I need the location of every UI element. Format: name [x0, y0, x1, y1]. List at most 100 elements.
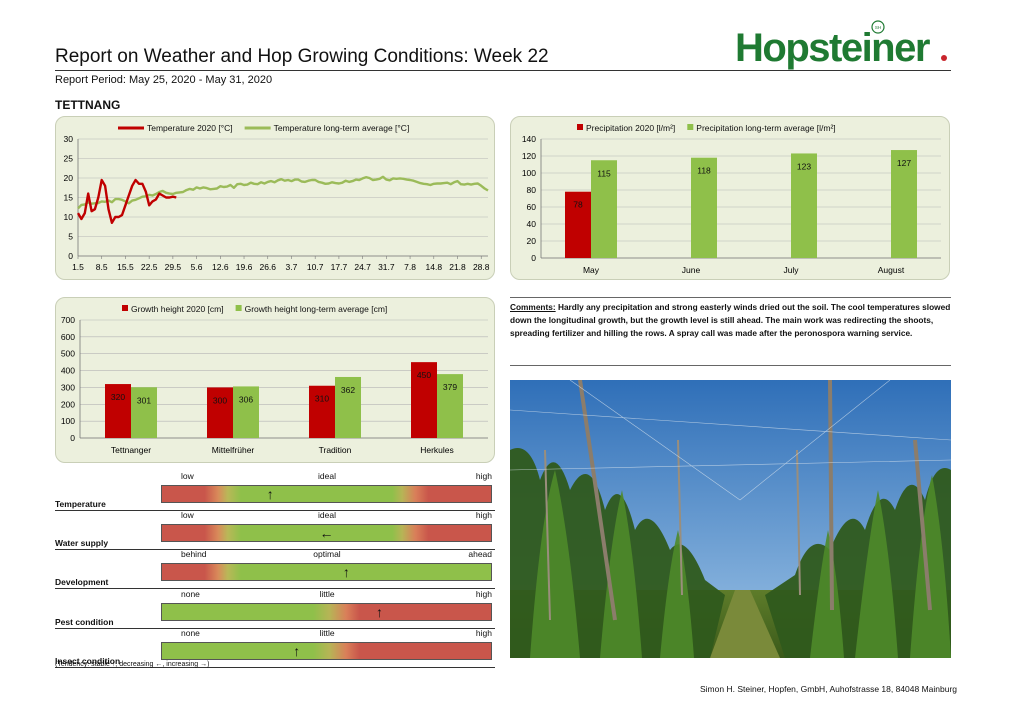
comments-box: Comments: Hardly any precipitation and s…	[510, 297, 951, 340]
report-period: Report Period: May 25, 2020 - May 31, 20…	[55, 74, 273, 86]
condition-scale-bar	[161, 603, 492, 621]
x-tick-label: 10.7	[307, 262, 324, 272]
bar	[105, 384, 131, 438]
x-tick-label: 1.5	[72, 262, 84, 272]
x-tick-label: 14.8	[426, 262, 443, 272]
data-label: 118	[697, 166, 711, 176]
y-tick-label: 0	[531, 253, 536, 263]
category-label: Mittelfrüher	[212, 445, 255, 455]
tendency-arrow-icon: ↑	[342, 564, 350, 580]
category-label: Tettnanger	[111, 445, 151, 455]
hop-field-photo-icon	[510, 380, 951, 658]
y-tick-label: 140	[522, 134, 536, 144]
condition-underline	[55, 549, 495, 550]
bar	[207, 387, 233, 438]
data-label: 310	[315, 394, 329, 404]
y-tick-label: 15	[64, 193, 74, 203]
temperature-chart-panel: 0 5 10 15 20 25 30 1.5 8.5 15.5 22.5 29.5 5.6 12.6 19.…	[55, 116, 495, 280]
condition-underline	[55, 588, 495, 589]
data-label: 450	[417, 370, 431, 380]
x-tick-label: 22.5	[141, 262, 158, 272]
svg-text:SH: SH	[875, 25, 881, 30]
data-label: 362	[341, 385, 355, 395]
condition-label: Pest condition	[55, 617, 114, 627]
data-label: 300	[213, 395, 227, 405]
bar	[335, 376, 361, 438]
category-label: August	[878, 265, 905, 275]
bar	[309, 385, 335, 438]
temperature-chart: 0 5 10 15 20 25 30 1.5 8.5 15.5 22.5 29.5 5.6 12.6 19.…	[64, 123, 490, 272]
legend-label: Growth height long-term average [cm]	[245, 304, 388, 314]
logo-red-dot	[941, 55, 947, 61]
x-tick-label: 26.6	[259, 262, 276, 272]
tendency-arrow-icon: ↑	[293, 643, 301, 659]
x-tick-label: 3.7	[286, 262, 298, 272]
scale-label: high	[475, 589, 492, 599]
region-title: TETTNANG	[55, 98, 121, 112]
logo-badge-icon: SH	[871, 20, 885, 34]
tendency-arrow-icon: ↑	[266, 486, 274, 502]
legend-swatch	[122, 305, 128, 311]
growth-height-chart: 0 100 200 300 400 500 600 700 Tettnanger 320 301 Mi…	[61, 304, 488, 455]
data-label: 78	[573, 200, 583, 210]
scale-label: low	[181, 510, 194, 520]
legend-swatch	[577, 124, 583, 130]
x-tick-label: 8.5	[96, 262, 108, 272]
condition-scale-bar	[161, 524, 492, 542]
y-tick-label: 100	[61, 416, 75, 426]
condition-label: Temperature	[55, 499, 106, 509]
category-label: June	[682, 265, 701, 275]
x-tick-label: 15.5	[117, 262, 134, 272]
comments-divider	[510, 365, 951, 366]
legend-label: Temperature long-term average [°C]	[274, 123, 410, 133]
comments-text: Hardly any precipitation and strong east…	[510, 302, 951, 338]
scale-label: high	[475, 628, 492, 638]
scale-label: little	[319, 589, 335, 599]
category-label: July	[783, 265, 799, 275]
precipitation-chart: 0 20 40 60 80 100 120 140 May 78 115 June 118 July 123…	[522, 123, 941, 275]
data-label: 123	[797, 161, 811, 171]
condition-row: Water supply low ideal high ←	[55, 510, 495, 550]
x-tick-label: 7.8	[404, 262, 416, 272]
x-tick-label: 28.8	[473, 262, 490, 272]
condition-scale-bar	[161, 485, 492, 503]
scale-label: high	[475, 471, 492, 481]
legend-label: Growth height 2020 [cm]	[131, 304, 224, 314]
data-label: 320	[111, 392, 125, 402]
tendency-arrow-icon: ←	[319, 525, 334, 541]
condition-scale-bar	[161, 563, 492, 581]
page-title: Report on Weather and Hop Growing Condit…	[55, 46, 549, 67]
data-label: 115	[597, 168, 611, 178]
y-tick-label: 40	[527, 219, 537, 229]
precipitation-chart-panel: 0 20 40 60 80 100 120 140 May 78 115 June 118 July 123…	[510, 116, 950, 280]
legend-label: Precipitation 2020 [l/m²]	[586, 123, 675, 133]
data-label: 379	[443, 382, 457, 392]
bar	[411, 362, 437, 438]
y-tick-label: 300	[61, 382, 75, 392]
condition-label: Development	[55, 577, 109, 587]
y-tick-label: 400	[61, 366, 75, 376]
scale-label: ideal	[318, 471, 336, 481]
y-tick-label: 200	[61, 399, 75, 409]
y-tick-label: 0	[70, 433, 75, 443]
y-tick-label: 500	[61, 349, 75, 359]
condition-row: Development behind optimal ahead ↑	[55, 549, 495, 589]
legend-swatch	[687, 124, 694, 130]
bar	[591, 160, 617, 258]
x-tick-label: 12.6	[212, 262, 229, 272]
y-tick-label: 20	[527, 236, 537, 246]
x-tick-label: 17.7	[331, 262, 348, 272]
x-tick-label: 19.6	[236, 262, 253, 272]
hop-field-photo	[510, 380, 951, 658]
y-tick-label: 700	[61, 315, 75, 325]
category-label: May	[583, 265, 600, 275]
y-tick-label: 30	[64, 134, 74, 144]
legend-label: Precipitation long-term average [l/m²]	[696, 123, 835, 133]
bar	[791, 153, 817, 258]
footer-address: Simon H. Steiner, Hopfen, GmbH, Auhofstr…	[700, 684, 958, 694]
scale-label: none	[181, 589, 200, 599]
x-tick-label: 29.5	[165, 262, 182, 272]
comments-label: Comments:	[510, 302, 556, 312]
scale-label: behind	[181, 549, 207, 559]
condition-label: Insect condition	[55, 656, 121, 666]
